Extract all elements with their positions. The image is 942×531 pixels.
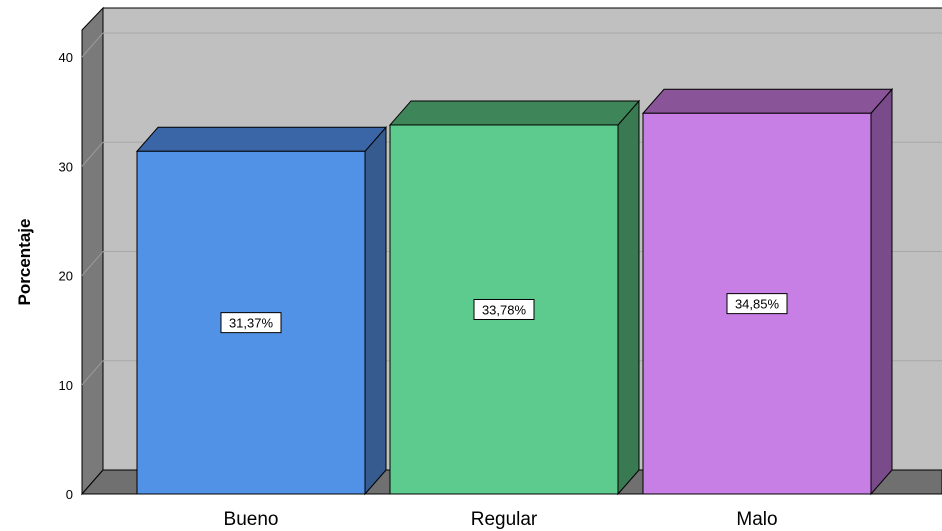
gridline-side <box>81 32 104 58</box>
data-label: 34,85% <box>735 297 780 312</box>
y-tick-label: 20 <box>59 269 73 284</box>
data-label: 31,37% <box>229 316 274 331</box>
bar-side <box>364 125 387 496</box>
bar-malo: 34,85% <box>641 87 894 496</box>
gridline-side <box>81 141 104 167</box>
data-label-box <box>473 298 535 320</box>
gridline-side <box>81 251 104 276</box>
bar-regular: 33,78% <box>388 99 641 496</box>
data-label-box <box>220 312 282 334</box>
bar-side <box>870 87 893 496</box>
y-axis-label: Porcentaje <box>15 219 34 306</box>
bar-side <box>617 99 640 496</box>
data-label: 33,78% <box>482 302 527 317</box>
x-axis: Bueno Regular Malo <box>224 509 778 530</box>
bar-top <box>135 126 388 152</box>
left-wall <box>81 6 104 496</box>
bar-bueno: 31,37% <box>135 125 388 496</box>
gridline-side <box>81 360 104 386</box>
x-tick-label: Malo <box>736 509 777 530</box>
x-tick-label: Bueno <box>224 509 279 530</box>
data-label-box <box>726 293 788 315</box>
y-axis: 0 10 20 30 40 <box>59 50 73 502</box>
bar-top <box>388 100 641 126</box>
y-tick-label: 30 <box>59 159 73 174</box>
bars: 31,37% 33,78% 34,85% <box>135 87 894 496</box>
y-tick-label: 40 <box>59 50 73 65</box>
y-tick-label: 0 <box>66 487 73 502</box>
x-tick-label: Regular <box>471 509 538 530</box>
bar-top <box>641 88 894 114</box>
y-tick-label: 10 <box>59 378 73 393</box>
